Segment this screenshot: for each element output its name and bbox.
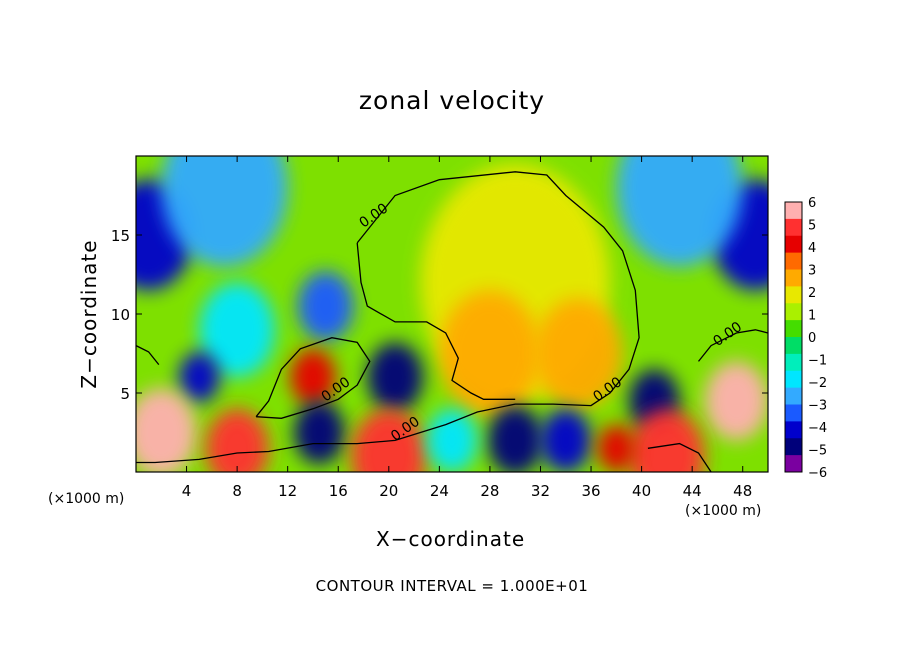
contour-line-5 — [647, 442, 712, 472]
colorbar-swatch-11 — [785, 387, 802, 405]
colorbar-label-0: 6 — [808, 196, 816, 211]
colorbar-label-11: −5 — [808, 444, 827, 459]
field-blob-11 — [367, 342, 423, 412]
velocity-field — [136, 156, 768, 472]
x-tick-label-3: 16 — [329, 482, 348, 500]
field-blob-6 — [534, 298, 623, 409]
field-blob-20 — [628, 408, 705, 472]
colorbar-swatch-10 — [785, 370, 802, 389]
field-blob-5 — [439, 290, 541, 417]
colorbar-swatch-9 — [785, 353, 802, 372]
field-blob-7 — [297, 271, 354, 341]
colorbar-swatch-4 — [785, 269, 802, 287]
field-blob-10 — [290, 348, 336, 406]
contour-line-3 — [697, 329, 768, 362]
y-tick-label-1: 10 — [111, 306, 130, 324]
colorbar-label-4: 2 — [808, 286, 816, 301]
field-blob-16 — [136, 388, 197, 472]
x-tick-label-11: 48 — [733, 482, 752, 500]
colorbar-swatch-14 — [785, 438, 802, 456]
field-blob-2 — [161, 156, 288, 267]
field-blob-19 — [704, 361, 768, 441]
colorbar-swatch-0 — [785, 202, 802, 220]
x-tick-label-7: 32 — [531, 482, 550, 500]
contour-interval-note: CONTOUR INTERVAL = 1.000E+01 — [315, 577, 589, 595]
colorbar: 6 5 4 3 2 1 0 −1 −2 −3 −4 −5 −6 — [784, 196, 827, 481]
x-tick-label-10: 44 — [683, 482, 702, 500]
colorbar-swatch-6 — [785, 303, 802, 321]
colorbar-swatch-8 — [785, 337, 802, 355]
x-tick-label-1: 8 — [232, 482, 242, 500]
colorbar-swatch-13 — [785, 421, 802, 439]
contour-line-4 — [136, 345, 160, 366]
colorbar-swatch-7 — [785, 320, 802, 338]
colorbar-label-9: −3 — [808, 399, 827, 414]
contour-line-1 — [356, 242, 516, 400]
field-blob-22 — [426, 408, 478, 472]
colorbar-label-3: 3 — [808, 264, 816, 279]
x-tick-label-5: 24 — [430, 482, 449, 500]
colorbar-swatch-5 — [785, 286, 802, 304]
field-blob-9 — [178, 351, 220, 403]
colorbar-swatch-1 — [785, 218, 802, 237]
colorbar-label-2: 4 — [808, 241, 816, 256]
x-tick-label-8: 36 — [581, 482, 600, 500]
field-blob-3 — [616, 156, 743, 267]
colorbar-label-8: −2 — [808, 376, 827, 391]
x-tick-label-9: 40 — [632, 482, 651, 500]
field-blob-12 — [294, 400, 345, 465]
colorbar-frame — [784, 201, 803, 473]
x-tick-label-2: 12 — [278, 482, 297, 500]
contour-line-2 — [255, 337, 371, 419]
x-tick-label-6: 28 — [480, 482, 499, 500]
y-axis-label: Z−coordinate — [77, 239, 101, 389]
colorbar-swatch-2 — [785, 235, 802, 254]
y-tick-label-2: 15 — [111, 227, 130, 245]
field-blob-17 — [205, 408, 269, 472]
colorbar-swatch-15 — [785, 455, 802, 473]
colorbar-swatch-12 — [785, 404, 802, 422]
x-unit-label-right: (×1000 m) — [685, 503, 762, 519]
x-tick-label-4: 20 — [379, 482, 398, 500]
x-unit-label: (×1000 m) — [48, 491, 125, 507]
field-blob-14 — [540, 408, 592, 472]
field-blob-13 — [487, 405, 543, 472]
colorbar-label-10: −4 — [808, 421, 827, 436]
field-blob-21 — [597, 424, 636, 472]
colorbar-label-12: −6 — [808, 466, 827, 481]
colorbar-label-7: −1 — [808, 354, 827, 369]
x-tick-label-0: 4 — [182, 482, 192, 500]
field-blob-8 — [199, 282, 276, 378]
colorbar-label-1: 5 — [808, 219, 816, 234]
x-axis-label: X−coordinate — [376, 527, 526, 551]
plot-area: 0.000.000.000.000.00 — [136, 156, 768, 472]
colorbar-label-5: 1 — [808, 309, 816, 324]
chart-title: zonal velocity — [358, 86, 546, 115]
y-tick-label-0: 5 — [120, 385, 130, 403]
contour-line-0 — [136, 171, 640, 464]
colorbar-swatch-3 — [785, 252, 802, 270]
colorbar-label-6: 0 — [808, 331, 816, 346]
